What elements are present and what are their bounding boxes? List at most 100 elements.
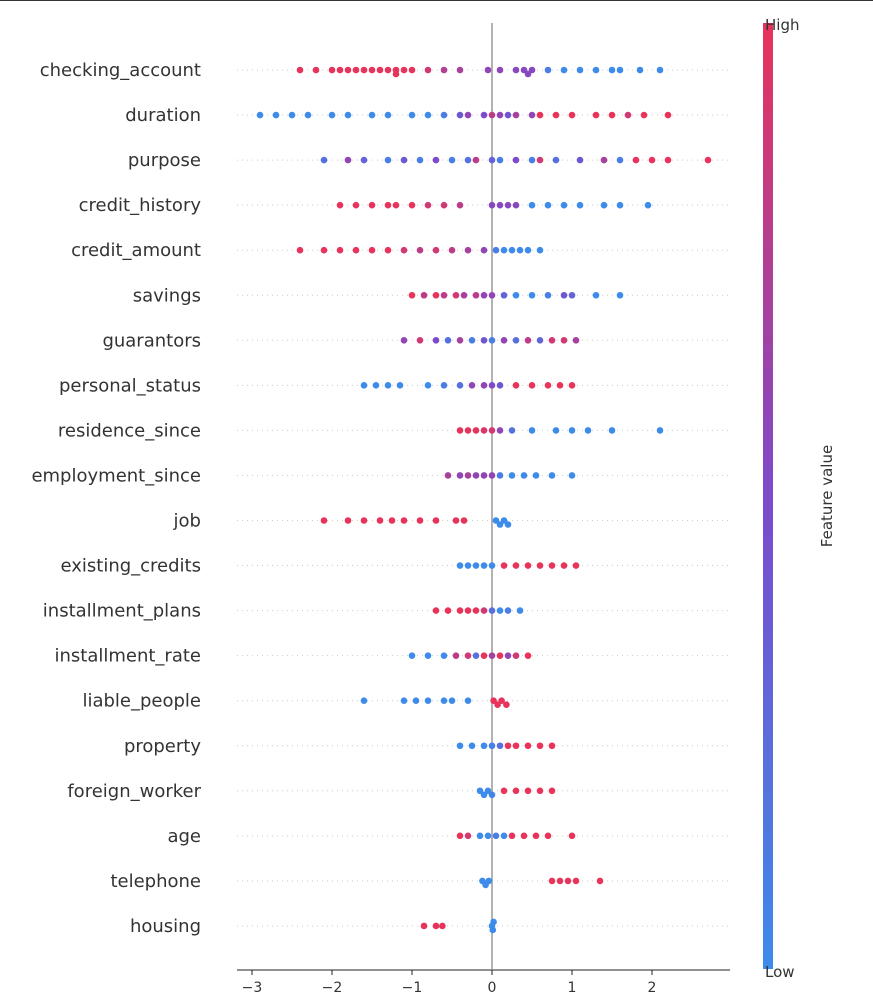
shap-point bbox=[304, 111, 312, 119]
shap-point bbox=[328, 111, 336, 119]
shap-point bbox=[456, 742, 464, 750]
shap-point bbox=[516, 607, 524, 614]
shap-point bbox=[488, 201, 496, 209]
shap-point bbox=[440, 111, 448, 119]
shap-point bbox=[548, 787, 556, 795]
shap-point bbox=[400, 337, 408, 344]
shap-point bbox=[572, 562, 580, 569]
shap-point bbox=[592, 66, 600, 74]
shap-point bbox=[432, 337, 440, 344]
shap-point bbox=[352, 201, 360, 209]
shap-point bbox=[424, 652, 432, 659]
shap-point bbox=[424, 111, 432, 119]
shap-point bbox=[464, 697, 472, 704]
shap-point bbox=[328, 66, 336, 74]
shap-point bbox=[416, 337, 424, 344]
shap-point bbox=[520, 66, 528, 74]
shap-point bbox=[400, 517, 408, 524]
shap-point bbox=[608, 66, 616, 74]
shap-point bbox=[632, 156, 640, 164]
shap-point bbox=[464, 111, 472, 119]
shap-point bbox=[452, 517, 460, 524]
shap-point bbox=[464, 652, 472, 659]
shap-point bbox=[460, 291, 468, 299]
shap-point bbox=[648, 156, 656, 164]
shap-point bbox=[444, 607, 452, 614]
feature-label: credit_amount bbox=[71, 240, 201, 261]
shap-point bbox=[360, 156, 368, 164]
shap-point bbox=[472, 607, 480, 614]
shap-point bbox=[344, 156, 352, 164]
shap-point bbox=[656, 66, 664, 74]
shap-point bbox=[564, 877, 572, 885]
x-tick-label: 0 bbox=[488, 980, 497, 996]
shap-point bbox=[608, 111, 616, 119]
shap-point bbox=[576, 66, 584, 74]
shap-point bbox=[480, 607, 488, 614]
shap-point bbox=[296, 66, 304, 74]
shap-point bbox=[548, 472, 556, 479]
shap-point bbox=[484, 787, 492, 795]
shap-point bbox=[360, 382, 368, 389]
shap-point bbox=[440, 382, 448, 389]
shap-point bbox=[528, 66, 536, 74]
shap-point bbox=[524, 246, 532, 254]
shap-point bbox=[536, 246, 544, 254]
shap-point bbox=[456, 832, 464, 840]
shap-point bbox=[376, 517, 384, 524]
shap-point bbox=[548, 337, 556, 344]
shap-point bbox=[488, 791, 496, 799]
shap-point bbox=[456, 201, 464, 209]
shap-point bbox=[536, 787, 544, 795]
shap-point bbox=[600, 156, 608, 164]
shap-point bbox=[528, 201, 536, 209]
shap-point bbox=[512, 652, 520, 659]
shap-point bbox=[456, 111, 464, 119]
shap-point bbox=[600, 201, 608, 209]
shap-point bbox=[480, 652, 488, 659]
shap-point bbox=[528, 382, 536, 389]
shap-point bbox=[456, 66, 464, 74]
shap-point bbox=[488, 291, 496, 299]
shap-point bbox=[384, 156, 392, 164]
shap-point bbox=[368, 201, 376, 209]
feature-label: residence_since bbox=[58, 420, 201, 441]
shap-point bbox=[456, 427, 464, 434]
shap-point bbox=[424, 382, 432, 389]
shap-point bbox=[524, 787, 532, 795]
shap-point bbox=[480, 382, 488, 389]
shap-point bbox=[500, 337, 508, 344]
shap-point bbox=[608, 427, 616, 434]
shap-point bbox=[544, 291, 552, 299]
shap-point bbox=[664, 111, 672, 119]
shap-point bbox=[468, 337, 476, 344]
shap-point bbox=[636, 66, 644, 74]
shap-point bbox=[568, 291, 576, 299]
shap-point bbox=[536, 337, 544, 344]
shap-point bbox=[576, 156, 584, 164]
shap-point bbox=[424, 66, 432, 74]
shap-point bbox=[496, 111, 504, 119]
shap-point bbox=[408, 201, 416, 209]
shap-point bbox=[256, 111, 264, 119]
x-tick-label: 2 bbox=[648, 980, 657, 996]
shap-point bbox=[456, 562, 464, 569]
shap-point bbox=[352, 66, 360, 74]
shap-point bbox=[490, 918, 497, 926]
shap-point bbox=[439, 922, 446, 930]
shap-point bbox=[504, 521, 512, 528]
shap-point bbox=[560, 337, 568, 344]
shap-point bbox=[592, 291, 600, 299]
shap-point bbox=[500, 517, 508, 524]
shap-point bbox=[560, 66, 568, 74]
shap-point bbox=[504, 201, 512, 209]
shap-point bbox=[448, 697, 456, 704]
shap-point bbox=[468, 742, 476, 750]
shap-point bbox=[560, 201, 568, 209]
shap-point bbox=[476, 787, 484, 795]
shap-point bbox=[456, 472, 464, 479]
shap-point bbox=[452, 291, 460, 299]
shap-point bbox=[372, 382, 380, 389]
shap-point bbox=[480, 337, 488, 344]
shap-point bbox=[500, 562, 508, 569]
